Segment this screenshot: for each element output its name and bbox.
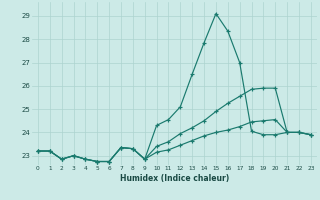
X-axis label: Humidex (Indice chaleur): Humidex (Indice chaleur) (120, 174, 229, 183)
